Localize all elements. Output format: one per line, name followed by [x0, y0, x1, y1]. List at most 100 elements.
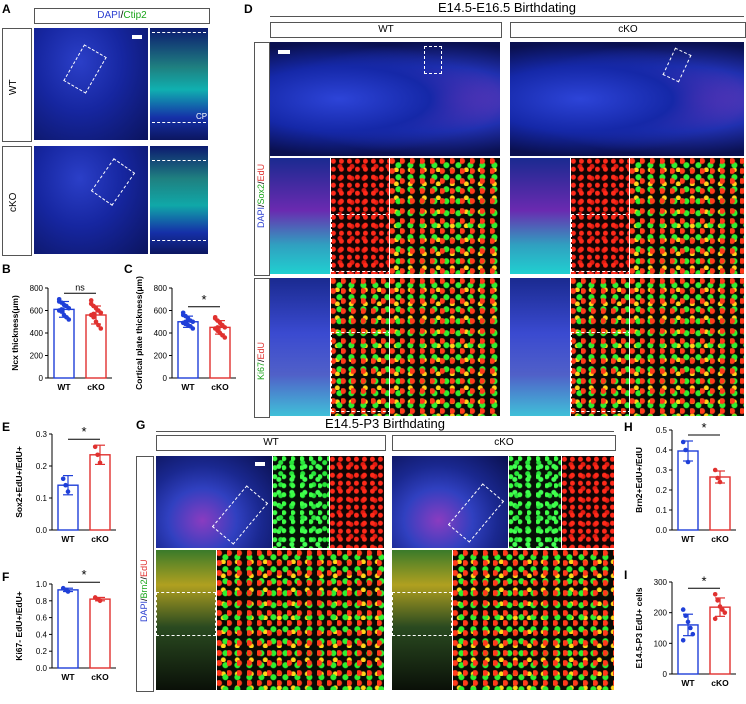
data-point: [65, 489, 71, 494]
panel-d-wt-merge-strip: [270, 158, 330, 274]
panel-label-a: A: [2, 2, 11, 16]
ctip2-text: Ctip2: [123, 10, 147, 21]
slash-text: /: [256, 359, 266, 362]
panel-d-wt-inset-roi: [331, 214, 391, 272]
panel-a-row-wt-box: [2, 28, 32, 142]
data-point: [66, 305, 72, 311]
panel-g-wt-inset-zoom: [217, 550, 384, 690]
y-tick-label: 200: [654, 609, 668, 618]
panel-g-cko-inset-zoom: [453, 550, 614, 690]
y-tick-label: 200: [154, 352, 168, 361]
x-tick-label: cKO: [91, 672, 109, 682]
x-tick-label: cKO: [211, 382, 229, 392]
panel-g-wt-inset-roi: [156, 592, 216, 636]
panel-d-cko-overview-image: [510, 42, 744, 156]
data-point: [93, 319, 99, 325]
panel-a-header: DAPI/Ctip2: [34, 8, 210, 24]
x-tick-label: cKO: [711, 534, 729, 544]
panel-d-cko-inset-roi: [571, 214, 631, 272]
y-tick-label: 0.1: [656, 506, 668, 515]
y-tick-label: 0.0: [36, 664, 48, 673]
bar-cko: [709, 606, 731, 675]
panel-a-wt-zoom-image: [150, 28, 208, 140]
panel-label-e: E: [2, 420, 11, 434]
data-point: [88, 298, 94, 303]
y-axis-label: Sox2+EdU+/EdU+: [14, 446, 24, 518]
panel-g-scalebar: [255, 462, 265, 466]
y-tick-label: 800: [154, 284, 168, 293]
bar-cko: [89, 598, 111, 669]
panel-g-col-cko: cKO: [392, 435, 616, 451]
panel-a-cko-line-top: [152, 160, 206, 161]
panel-a-cp-label: CP: [196, 112, 208, 121]
brn2-text: Brn2: [139, 579, 149, 599]
chart-c: 0 200 400 600 800 Cortical plate thickness(μm…: [134, 276, 236, 392]
data-point: [183, 319, 188, 325]
chart-e: 0.0 0.1 0.2 0.3 Sox2+EdU+/EdU+ WT cKO *: [14, 424, 116, 544]
panel-d-row2-label: Ki67/EdU: [256, 342, 266, 380]
panel-d-row1-label: DAPI/Sox2/EdU: [256, 164, 266, 228]
data-point: [97, 598, 103, 604]
dapi-text: DAPI: [97, 10, 121, 21]
data-point: [98, 326, 104, 331]
x-tick-label: WT: [181, 382, 195, 392]
data-point: [215, 325, 220, 330]
x-tick-label: WT: [681, 678, 695, 688]
chart-b: 0 200 400 600 800 Ncx thickness(μm) WT cKO ns: [10, 282, 112, 392]
panel-g-title: E14.5-P3 Birthdating: [325, 416, 445, 431]
y-tick-label: 0: [163, 374, 168, 383]
data-point: [91, 311, 96, 317]
slash-text: /: [256, 204, 266, 207]
y-tick-label: 100: [654, 639, 668, 648]
data-point: [683, 447, 688, 453]
y-tick-label: 0.2: [656, 486, 668, 495]
bar-cko: [89, 454, 111, 531]
y-tick-label: 0.6: [36, 614, 48, 623]
data-point: [91, 314, 96, 320]
data-point: [712, 467, 718, 473]
data-point: [59, 307, 64, 312]
y-tick-label: 300: [654, 578, 668, 587]
data-point: [190, 326, 196, 331]
data-point: [712, 591, 718, 597]
panel-g-row-label: DAPI/Brn2/EdU: [139, 559, 149, 622]
y-tick-label: 0.2: [36, 647, 48, 656]
x-tick-label: cKO: [87, 382, 105, 392]
data-point: [222, 335, 228, 340]
panel-d-wt-ki67-strip: [331, 278, 389, 416]
panel-label-c: C: [124, 262, 133, 276]
y-tick-label: 0.4: [656, 446, 668, 455]
panel-a-row-cko-box: [2, 146, 32, 256]
data-point: [65, 589, 71, 594]
y-tick-label: 0.8: [36, 597, 48, 606]
data-point: [722, 610, 728, 615]
panel-d-wt-ki67-roi: [331, 332, 391, 412]
data-point: [180, 310, 186, 316]
data-point: [680, 439, 686, 445]
y-axis-label: Ncx thickness(μm): [10, 295, 20, 371]
panel-a-cko-brain-image: [34, 146, 148, 254]
panel-g-cko-overview-image: [392, 456, 508, 548]
data-point: [680, 607, 686, 612]
significance-label: *: [701, 420, 706, 435]
panel-label-i: I: [624, 568, 628, 582]
panel-d-cko-ki67-roi: [571, 332, 631, 412]
panel-g-wt-overview-image: [156, 456, 272, 548]
slash-text: /: [139, 598, 149, 601]
data-point: [690, 631, 696, 637]
panel-d-title: E14.5-E16.5 Birthdating: [437, 0, 577, 15]
ki67-text: Ki67: [256, 361, 266, 380]
y-tick-label: 0.0: [36, 526, 48, 535]
y-tick-label: 400: [30, 329, 44, 338]
panel-g-wt-edu-strip: [330, 456, 384, 548]
panel-d-wt-roi: [424, 46, 442, 74]
data-point: [680, 637, 686, 643]
panel-d-wt-overview-image: [270, 42, 500, 156]
y-axis-label: Ki67- EdU+/EdU+: [14, 591, 24, 660]
panel-d-cko-ki67-merge-strip: [510, 278, 570, 416]
data-point: [688, 625, 693, 631]
significance-label: *: [81, 570, 86, 582]
panel-d-cko-merge-strip: [510, 158, 570, 274]
data-point: [712, 616, 718, 622]
data-point: [63, 482, 68, 488]
